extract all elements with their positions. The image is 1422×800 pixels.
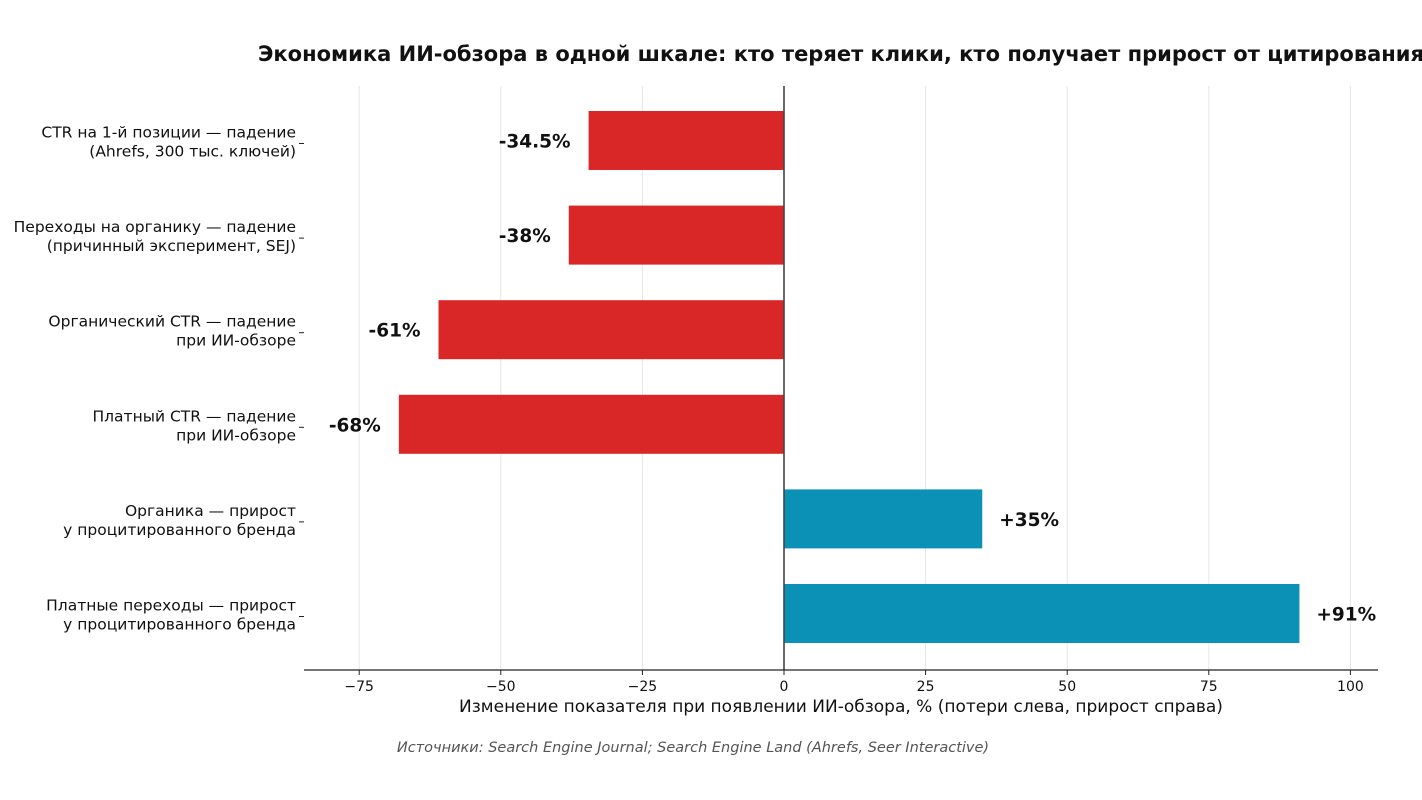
- data-label: +91%: [1316, 605, 1376, 626]
- category-label: CTR на 1-й позиции — падение (Ahrefs, 300…: [41, 124, 296, 161]
- bar: [784, 489, 983, 549]
- data-label: +35%: [999, 510, 1059, 531]
- category-label-line: (Ahrefs, 300 тыс. ключей): [89, 143, 296, 161]
- category-label-line: при ИИ-обзоре: [176, 426, 296, 444]
- category-label-line: Органический CTR — падение: [48, 313, 296, 331]
- category-label: Органика — прирост у процитированного бре…: [63, 502, 296, 539]
- x-tick-label: −25: [628, 679, 658, 695]
- bars: [398, 111, 1300, 643]
- x-tick-label: 100: [1337, 679, 1364, 695]
- category-label-line: CTR на 1-й позиции — падение: [41, 124, 296, 142]
- category-label: Переходы на органику — падение (причинный…: [14, 218, 296, 255]
- bar: [784, 584, 1300, 643]
- x-tick-label: 50: [1058, 679, 1076, 695]
- data-labels: -34.5% -38% -61% -68% +35% +91%: [329, 132, 1376, 626]
- category-label-line: при ИИ-обзоре: [176, 332, 296, 350]
- data-label: -34.5%: [499, 132, 571, 153]
- x-tick-label: 0: [780, 679, 789, 695]
- category-label-line: у процитированного бренда: [63, 616, 296, 634]
- data-label: -68%: [329, 415, 381, 436]
- source-note: Источники: Search Engine Journal; Search…: [397, 740, 989, 756]
- category-label-line: Платный CTR — падение: [92, 407, 296, 425]
- data-label: -38%: [499, 226, 551, 247]
- bar: [588, 111, 784, 170]
- x-tick-label: −50: [486, 679, 516, 695]
- category-label: Органический CTR — падение при ИИ-обзоре: [48, 313, 296, 350]
- category-label: Платный CTR — падение при ИИ-обзоре: [92, 407, 296, 444]
- bar: [568, 205, 784, 265]
- x-tick-label: 75: [1200, 679, 1218, 695]
- category-label-line: Переходы на органику — падение: [14, 218, 296, 236]
- bar: [398, 394, 784, 454]
- grid-lines: [358, 86, 1351, 670]
- category-label-line: Платные переходы — прирост: [46, 597, 296, 615]
- data-label: -61%: [369, 321, 421, 342]
- x-axis: −75 −50 −25 0 25 50 75 100: [304, 669, 1378, 695]
- category-label-line: (причинный эксперимент, SEJ): [47, 237, 296, 255]
- x-axis-label: Изменение показателя при появлении ИИ-об…: [459, 697, 1223, 717]
- chart-title: Экономика ИИ-обзора в одной шкале: кто т…: [258, 42, 1422, 66]
- category-label: Платные переходы — прирост у процитирован…: [46, 597, 296, 634]
- bar: [438, 300, 784, 360]
- category-label-line: Органика — прирост: [125, 502, 296, 520]
- category-labels: CTR на 1-й позиции — падение (Ahrefs, 300…: [14, 124, 304, 634]
- x-tick-label: −75: [344, 679, 374, 695]
- category-label-line: у процитированного бренда: [63, 521, 296, 539]
- x-tick-label: 25: [917, 679, 935, 695]
